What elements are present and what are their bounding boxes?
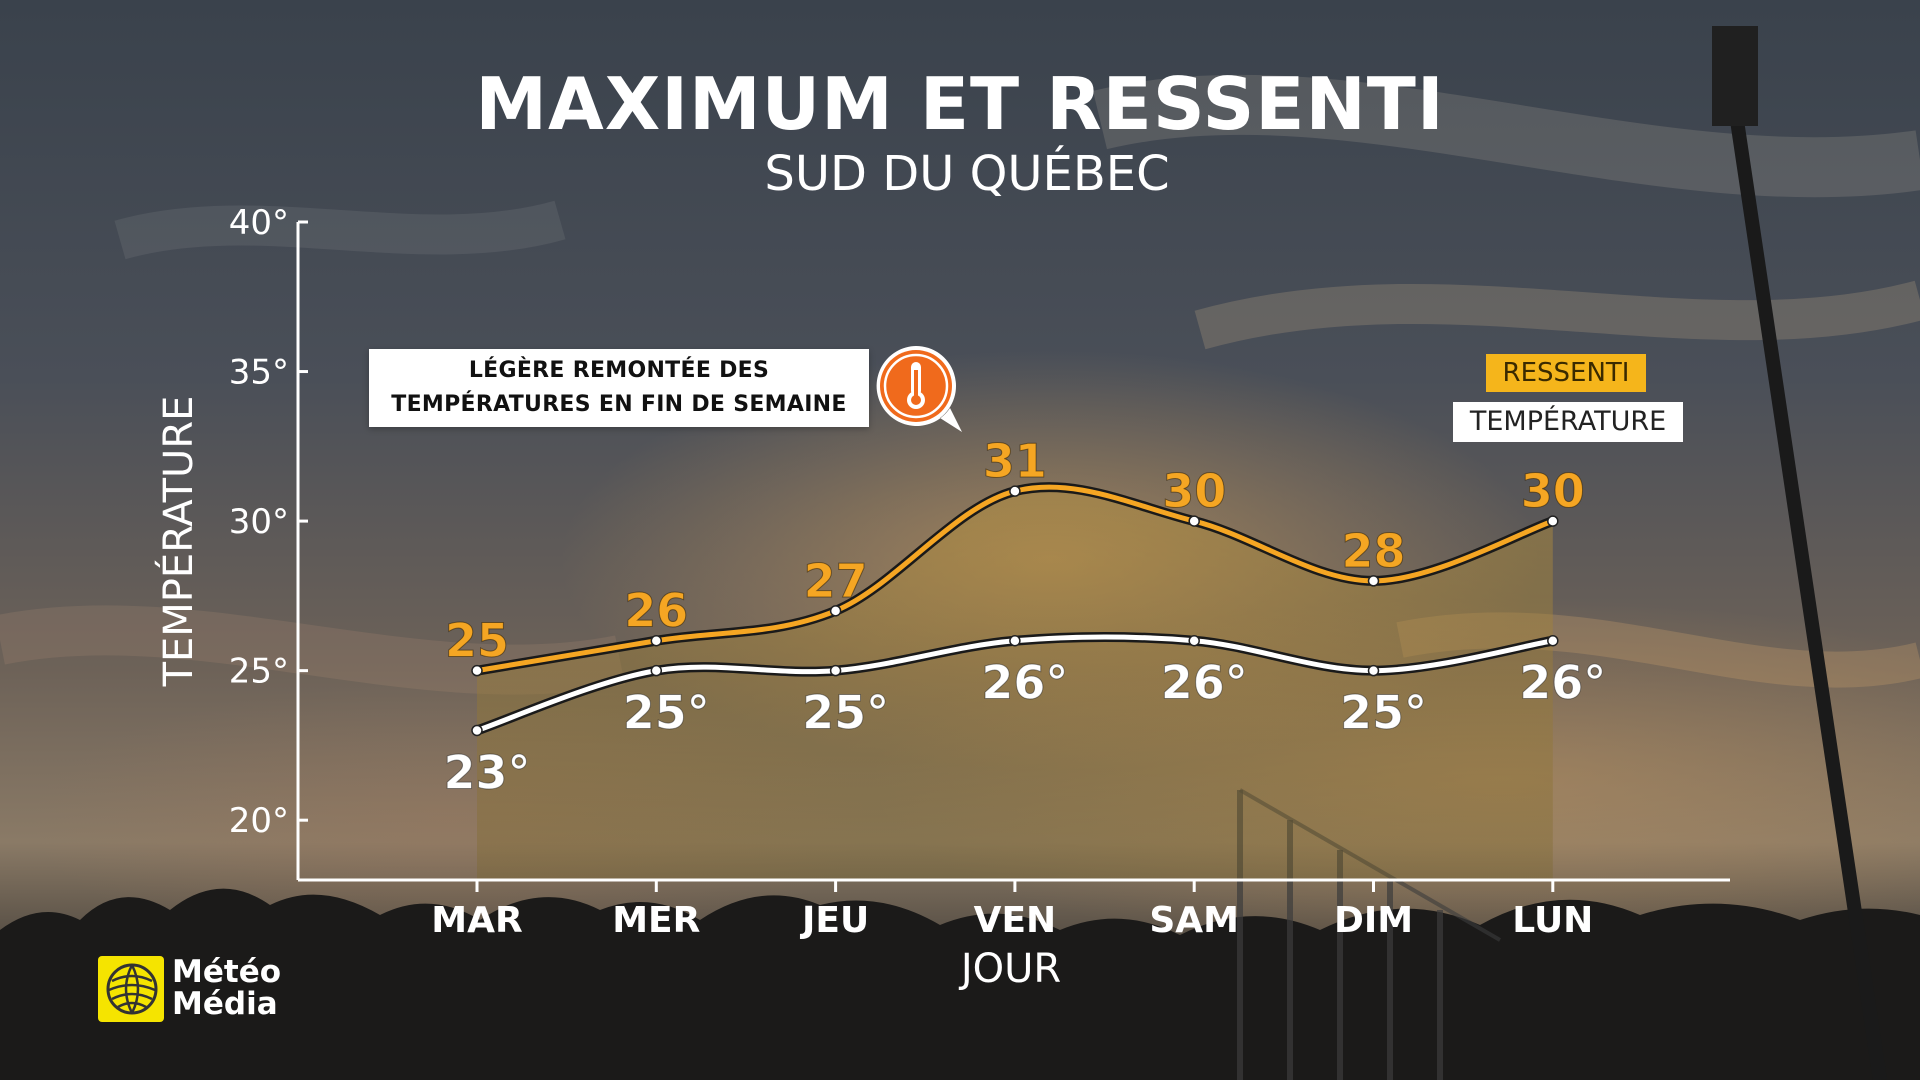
x-tick-label: DIM	[1334, 900, 1413, 941]
ressenti-point	[471, 664, 483, 677]
chart-points	[471, 485, 1559, 737]
temperature-value-label: 23°	[443, 745, 530, 799]
temperature-value-label: 26°	[1161, 656, 1248, 710]
chart-tick-labels: 20° 25° 30° 35° 40° MAR MER JEU VEN SAM DIM LUN JOUR…	[154, 203, 1593, 992]
legend-temperature: TEMPÉRATURE	[1453, 402, 1683, 442]
x-axis-title: JOUR	[958, 946, 1061, 992]
ressenti-point	[1188, 515, 1200, 527]
temperature-point	[1367, 664, 1380, 677]
ressenti-point	[650, 634, 663, 647]
y-tick-label: 35°	[229, 353, 289, 393]
chart-data-labels: 25 26 27 31 30 28 30 23° 25° 25° 26° 26° 25° 26°	[443, 434, 1607, 800]
temperature-value-label: 25°	[802, 686, 889, 740]
ressenti-area	[477, 487, 1553, 880]
temperature-point	[1547, 634, 1559, 647]
ressenti-point	[1009, 485, 1021, 497]
x-tick-label: MAR	[431, 900, 522, 941]
chart-axes	[296, 220, 1730, 892]
ressenti-value-label: 26	[624, 584, 688, 638]
chart-title: MAXIMUM ET RESSENTI	[475, 62, 1445, 146]
ressenti-area-fill	[477, 487, 1553, 880]
x-tick-label: VEN	[974, 900, 1057, 941]
ressenti-value-label: 27	[804, 554, 868, 608]
x-tick-label: MER	[612, 900, 700, 941]
temperature-value-label: 26°	[981, 656, 1068, 710]
ressenti-value-label: 25	[445, 614, 509, 668]
y-tick-label: 40°	[229, 203, 289, 243]
ressenti-point	[1367, 575, 1380, 587]
temperature-value-label: 25°	[1340, 686, 1427, 740]
meteomedia-logo: Météo Média	[98, 956, 288, 1026]
x-tick-label: JEU	[799, 900, 869, 941]
globe-icon	[98, 956, 164, 1022]
thermometer-icon	[876, 346, 962, 432]
callout-text: LÉGÈRE REMONTÉE DES TEMPÉRATURES EN FIN …	[391, 358, 847, 417]
legend-ressenti: RESSENTI	[1486, 354, 1646, 392]
ressenti-value-label: 30	[1521, 464, 1585, 518]
temperature-point	[471, 724, 483, 737]
ressenti-point	[1547, 515, 1559, 527]
chart-subtitle: SUD DU QUÉBEC	[764, 146, 1170, 202]
ressenti-point	[829, 605, 842, 617]
temperature-point	[1009, 634, 1021, 647]
temperature-value-label: 25°	[623, 686, 710, 740]
ressenti-value-label: 30	[1162, 464, 1226, 518]
ressenti-value-label: 28	[1341, 524, 1405, 578]
temperature-value-label: 26°	[1519, 656, 1606, 710]
x-tick-label: LUN	[1512, 900, 1593, 941]
callout-box: LÉGÈRE REMONTÉE DES TEMPÉRATURES EN FIN …	[369, 349, 869, 427]
x-tick-label: SAM	[1149, 900, 1239, 941]
ressenti-value-label: 31	[983, 434, 1047, 488]
y-tick-label: 30°	[229, 502, 289, 542]
temperature-point	[650, 664, 663, 677]
y-tick-label: 25°	[229, 652, 289, 692]
y-axis-title: TEMPÉRATURE	[154, 396, 202, 688]
temperature-point	[829, 664, 842, 677]
logo-text-line2: Média	[172, 986, 278, 1022]
temperature-point	[1188, 634, 1200, 647]
y-tick-label: 20°	[229, 801, 289, 841]
logo-text-line1: Météo	[172, 954, 282, 990]
